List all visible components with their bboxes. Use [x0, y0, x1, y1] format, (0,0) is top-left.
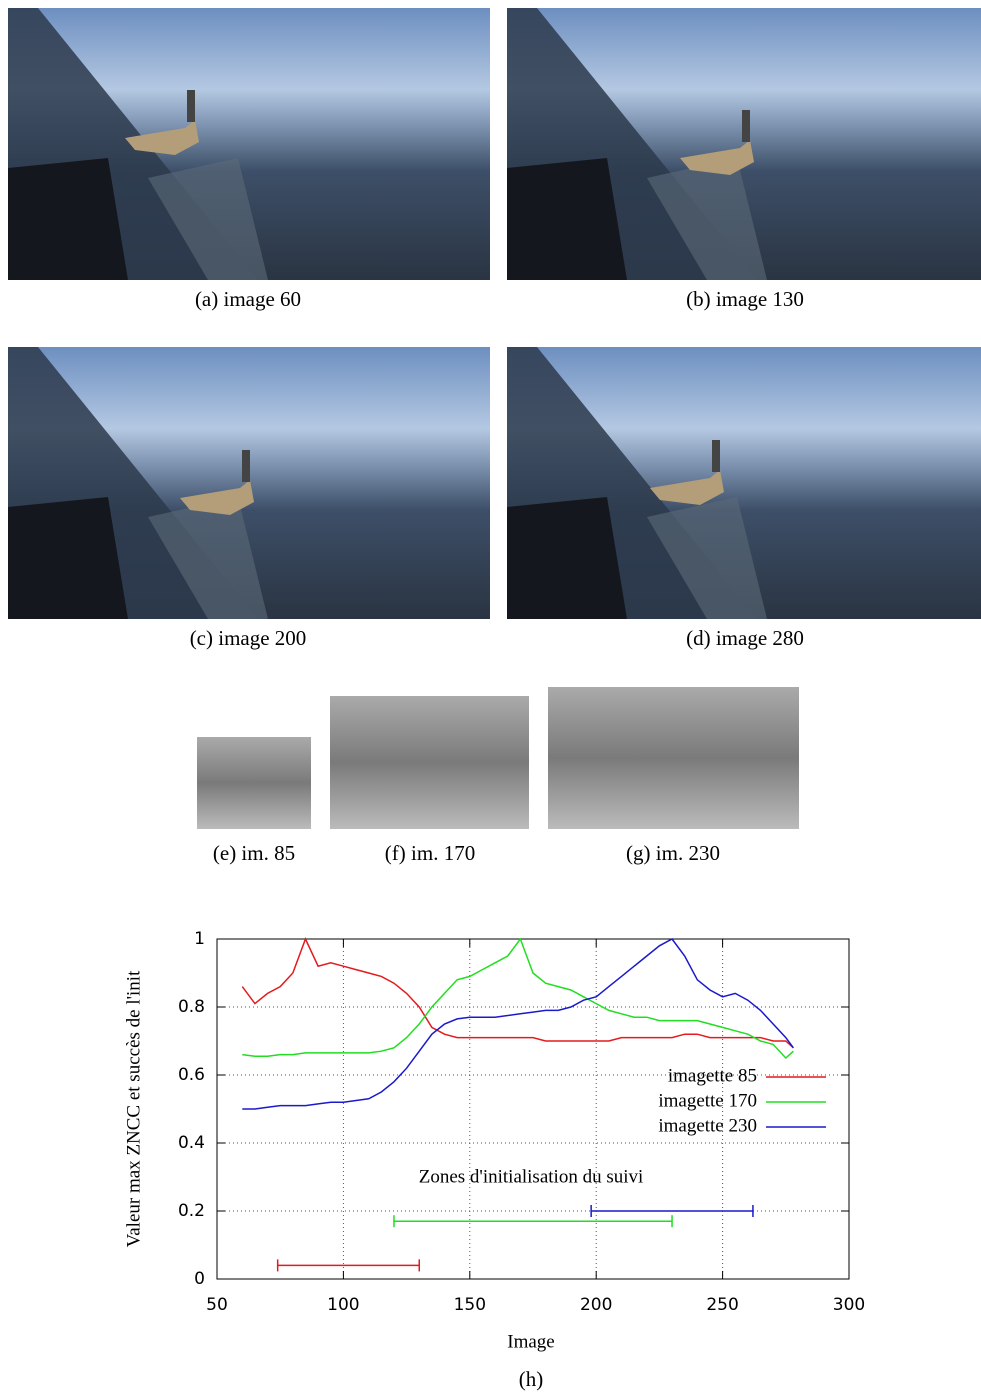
legend-label: imagette 170 [658, 1090, 757, 1111]
caption: (e) im. 85 [213, 841, 295, 865]
photo-c [8, 347, 490, 619]
x-tick-label: 300 [833, 1295, 865, 1315]
photo-d [507, 347, 981, 619]
x-tick-label: 250 [706, 1295, 738, 1315]
y-tick-label: 0.4 [178, 1133, 205, 1153]
patch-f [330, 696, 529, 829]
series-line [241, 937, 794, 1049]
y-axis-label: Valeur max ZNCC et succès de l'init [123, 970, 144, 1247]
caption: (b) image 130 [686, 287, 804, 311]
x-axis-label: Image [507, 1331, 554, 1352]
x-tick-label: 150 [454, 1295, 486, 1315]
caption: (h) [519, 1367, 544, 1391]
patch-g [548, 687, 799, 829]
x-tick-label: 50 [206, 1295, 228, 1315]
y-tick-label: 0 [194, 1269, 205, 1289]
caption: (f) im. 170 [385, 841, 475, 865]
caption: (d) image 280 [686, 626, 804, 650]
x-tick-label: 200 [580, 1295, 612, 1315]
y-tick-label: 0.6 [178, 1065, 205, 1085]
caption: (c) image 200 [190, 626, 307, 650]
caption: (a) image 60 [195, 287, 301, 311]
series-line [242, 937, 794, 1060]
series-line [242, 938, 794, 1110]
legend-label: imagette 230 [658, 1115, 757, 1136]
caption: (g) im. 230 [626, 841, 720, 865]
x-tick-label: 100 [327, 1295, 359, 1315]
legend-label: imagette 85 [668, 1065, 757, 1086]
patch-e [197, 737, 311, 829]
y-tick-label: 0.2 [178, 1201, 205, 1221]
y-tick-label: 0.8 [178, 997, 205, 1017]
plot-frame [216, 938, 850, 1280]
annotation: Zones d'initialisation du suivi [419, 1166, 644, 1187]
photo-a [8, 8, 490, 280]
y-tick-label: 1 [194, 929, 205, 949]
photo-b [507, 8, 981, 280]
